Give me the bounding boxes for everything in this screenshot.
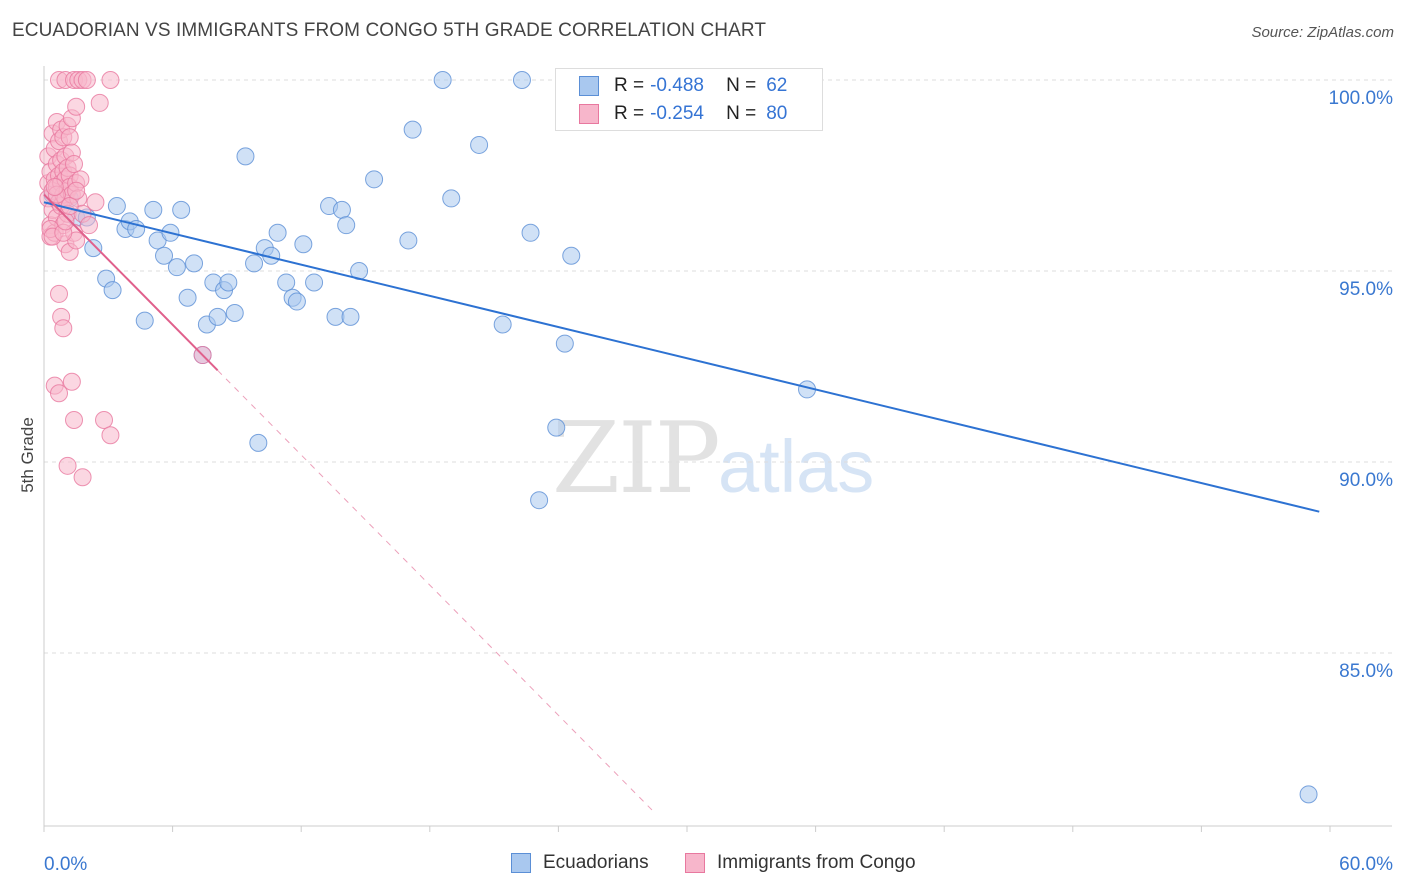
congo-point	[45, 177, 64, 196]
stats-row-congo: R = -0.254 N = 80	[579, 102, 788, 126]
ecuadorian-point	[326, 307, 345, 326]
ecuadorian-point	[225, 304, 244, 323]
congo-trend-line	[43, 193, 219, 372]
ecuadorian-point	[277, 273, 296, 292]
legend-swatch-blue	[511, 853, 531, 873]
ecuadorian-point	[245, 254, 264, 273]
stats-r-value: -0.254	[650, 103, 704, 124]
stats-box: R = -0.488 N = 62 R = -0.254 N = 80	[555, 68, 823, 131]
congo-point	[60, 128, 79, 147]
stats-r-label: R =	[614, 75, 645, 96]
y-tick-label: 100.0%	[1329, 88, 1394, 109]
ecuadorian-point	[167, 258, 186, 277]
stats-row-ecuadorians: R = -0.488 N = 62	[579, 74, 788, 98]
congo-point	[101, 71, 120, 89]
ecuadorian-point	[562, 246, 581, 265]
legend-item-ecuadorians[interactable]: Ecuadorians	[511, 852, 649, 874]
watermark-zip: ZIP	[552, 402, 721, 516]
congo-point	[50, 384, 69, 403]
congo-point	[62, 372, 81, 391]
ecuadorian-point	[512, 71, 531, 89]
ecuadorian-point	[555, 334, 574, 353]
chart-title: ECUADORIAN VS IMMIGRANTS FROM CONGO 5TH …	[12, 20, 767, 41]
congo-point	[58, 456, 77, 475]
congo-point	[50, 284, 69, 303]
legend: Ecuadorians Immigrants from Congo	[0, 852, 1406, 878]
congo-point	[86, 193, 105, 212]
ecuadorian-point	[294, 235, 313, 254]
ecuadorian-point	[236, 147, 255, 166]
y-tick-label: 85.0%	[1339, 661, 1393, 682]
ecuadorian-point	[332, 200, 351, 219]
ecuadorian-point	[470, 135, 489, 154]
ecuadorian-point	[135, 311, 154, 330]
congo-point	[65, 410, 84, 429]
legend-label: Immigrants from Congo	[717, 852, 916, 873]
ecuadorian-point	[521, 223, 540, 242]
ecuadorian-point	[442, 189, 461, 208]
ecuadorian-point	[84, 239, 103, 258]
ecuadorian-point	[341, 307, 360, 326]
x-tick-label: 60.0%	[1339, 854, 1393, 875]
x-tick-label: 0.0%	[44, 854, 87, 875]
congo-point	[65, 155, 84, 174]
congo-point	[73, 468, 92, 487]
stats-n-label: N =	[726, 75, 757, 96]
stats-r-value: -0.488	[650, 75, 704, 96]
congo-point	[77, 71, 96, 89]
ecuadorian-point	[399, 231, 418, 250]
ecuadorian-point	[337, 216, 356, 235]
congo-point	[95, 410, 114, 429]
ecuadorian-point	[305, 273, 324, 292]
ecuadorian-point	[493, 315, 512, 334]
ecuadorian-point	[249, 433, 268, 452]
ecuadorian-point	[185, 254, 204, 273]
ecuadorian-trend-line	[43, 201, 1320, 513]
stats-swatch-pink	[579, 104, 599, 124]
ecuadorian-point	[547, 418, 566, 437]
source-label: Source: ZipAtlas.com	[1251, 24, 1394, 41]
ecuadorian-point	[172, 200, 191, 219]
legend-label: Ecuadorians	[543, 852, 649, 873]
congo-point	[54, 319, 73, 338]
ecuadorian-point	[208, 307, 227, 326]
y-tick-label: 95.0%	[1339, 279, 1393, 300]
y-tick-label: 90.0%	[1339, 470, 1393, 491]
watermark-atlas: atlas	[718, 425, 875, 508]
ecuadorian-point	[403, 120, 422, 139]
ecuadorian-point	[268, 223, 287, 242]
ecuadorian-point	[107, 197, 126, 216]
legend-swatch-pink	[685, 853, 705, 873]
ecuadorian-point	[433, 71, 452, 89]
ecuadorian-point	[103, 281, 122, 300]
ecuadorian-point	[155, 246, 174, 265]
congo-point	[67, 181, 86, 200]
ecuadorian-point	[144, 200, 163, 219]
stats-n-value: 80	[766, 103, 788, 124]
ecuadorian-point	[530, 491, 549, 510]
legend-item-congo[interactable]: Immigrants from Congo	[685, 852, 916, 874]
congo-point	[90, 93, 109, 112]
congo-point	[80, 216, 99, 235]
stats-swatch-blue	[579, 76, 599, 96]
ecuadorian-point	[287, 292, 306, 311]
ecuadorian-point	[219, 273, 238, 292]
stats-n-label: N =	[726, 103, 757, 124]
ecuadorian-point	[178, 288, 197, 307]
stats-n-value: 62	[766, 75, 788, 96]
ecuadorian-point	[1299, 785, 1318, 804]
stats-r-label: R =	[614, 103, 645, 124]
congo-trend-extension	[217, 369, 656, 814]
congo-point	[67, 97, 86, 116]
congo-point	[101, 426, 120, 445]
ecuadorian-point	[365, 170, 384, 189]
